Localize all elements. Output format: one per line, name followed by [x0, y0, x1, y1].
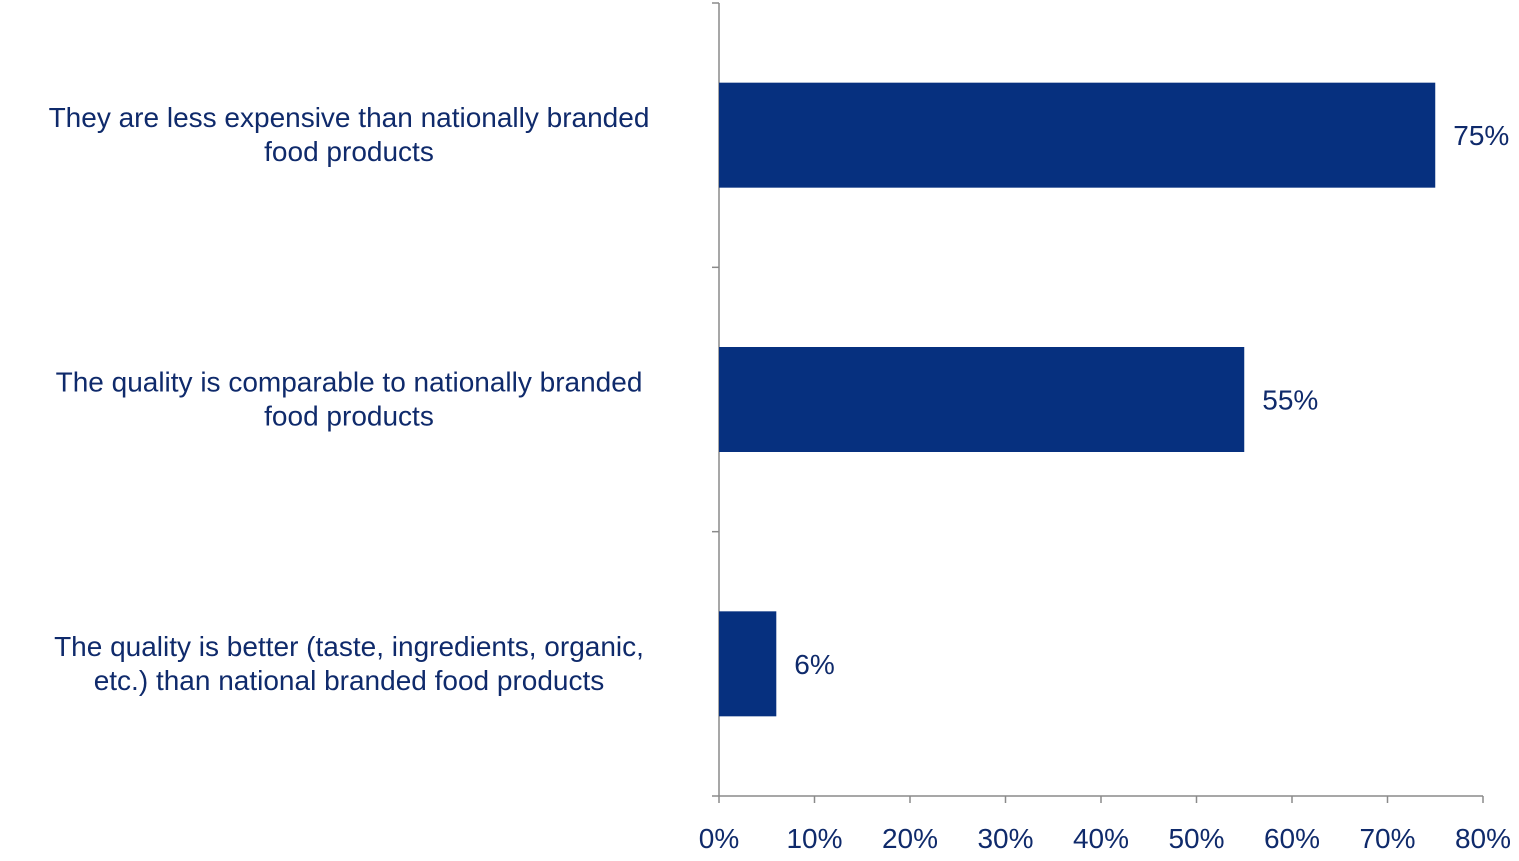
- category-label-line: etc.) than national branded food product…: [94, 665, 605, 696]
- x-tick-label: 20%: [882, 823, 938, 854]
- x-tick-label: 40%: [1073, 823, 1129, 854]
- x-tick-label: 50%: [1168, 823, 1224, 854]
- data-label: 55%: [1262, 385, 1318, 416]
- category-label-line: The quality is comparable to nationally …: [56, 367, 643, 398]
- bar: [719, 611, 777, 717]
- category-label-line: The quality is better (taste, ingredient…: [54, 631, 644, 662]
- data-label: 6%: [794, 649, 834, 680]
- category-label: The quality is better (taste, ingredient…: [54, 631, 644, 696]
- x-tick-label: 10%: [786, 823, 842, 854]
- x-tick-label: 60%: [1264, 823, 1320, 854]
- category-label-line: food products: [264, 401, 434, 432]
- category-label-line: food products: [264, 136, 434, 167]
- category-label: The quality is comparable to nationally …: [56, 367, 643, 432]
- x-tick-label: 0%: [699, 823, 739, 854]
- x-tick-label: 80%: [1455, 823, 1511, 854]
- category-labels: They are less expensive than nationally …: [49, 102, 650, 696]
- category-label: They are less expensive than nationally …: [49, 102, 650, 167]
- bar: [719, 347, 1245, 452]
- bar: [719, 82, 1436, 188]
- data-label: 75%: [1453, 120, 1509, 151]
- category-label-line: They are less expensive than nationally …: [49, 102, 650, 133]
- x-tick-labels: 0% 10% 20% 30% 40% 50% 60% 70% 80%: [699, 823, 1511, 854]
- x-tick-label: 30%: [977, 823, 1033, 854]
- chart-bars: 75% 55% 6%: [719, 82, 1509, 717]
- x-tick-label: 70%: [1359, 823, 1415, 854]
